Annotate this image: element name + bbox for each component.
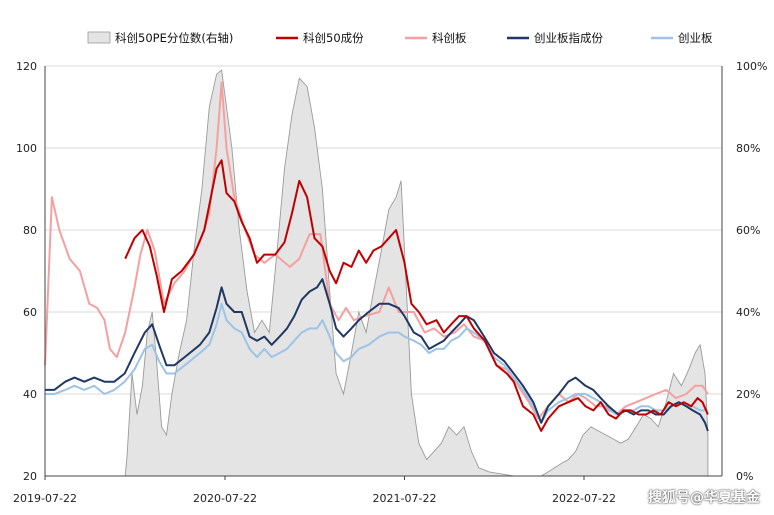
y-right-tick-label: 40%: [736, 306, 760, 319]
chart-axes: 20 40 60 80 100 120 0% 20% 40% 60% 80% 100% 2019-07-…: [13, 60, 767, 505]
legend-label-pct: 科创50PE分位数(右轴): [115, 31, 233, 45]
y-right-tick-label: 0%: [736, 470, 753, 483]
y-right-tick-label: 60%: [736, 224, 760, 237]
legend-label-cybz: 创业板指成份: [534, 31, 603, 45]
y-left-tick-label: 100: [16, 142, 37, 155]
series-cyb-line: [45, 302, 708, 424]
legend-label-kcb: 科创板: [432, 31, 467, 45]
x-tick-label: 2021-07-22: [373, 492, 437, 505]
y-right-tick-label: 100%: [736, 60, 767, 73]
y-left-tick-label: 40: [23, 388, 37, 401]
x-tick-label: 2022-07-22: [552, 492, 616, 505]
y-left-tick-label: 60: [23, 306, 37, 319]
y-right-tick-label: 80%: [736, 142, 760, 155]
x-tick-label: 2019-07-22: [13, 492, 77, 505]
y-left-tick-label: 120: [16, 60, 37, 73]
series-pct-area: [124, 69, 709, 477]
y-left-tick-label: 80: [23, 224, 37, 237]
y-right-tick-label: 20%: [736, 388, 760, 401]
chart-legend: 科创50PE分位数(右轴) 科创50成份 科创板 创业板指成份 创业板: [87, 31, 713, 45]
legend-label-kc50: 科创50成份: [303, 31, 364, 45]
watermark: 搜狐号@华夏基金: [648, 490, 760, 506]
legend-swatch-pct: [87, 31, 111, 44]
x-tick-label: 2020-07-22: [193, 492, 257, 505]
y-left-tick-label: 20: [23, 470, 37, 483]
chart-lines: [44, 81, 709, 432]
percentile-area: [124, 69, 709, 477]
series-kc50-line: [124, 159, 709, 432]
legend-label-cyb: 创业板: [678, 31, 713, 45]
series-cybz-line: [45, 278, 709, 432]
